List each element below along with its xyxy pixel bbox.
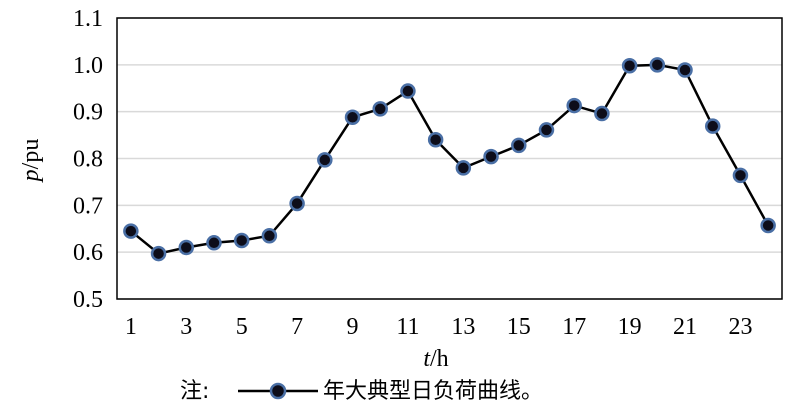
- y-axis-label-var: p: [18, 169, 44, 183]
- x-axis-label-var: t: [423, 346, 431, 372]
- x-tick-label: 23: [728, 314, 752, 340]
- x-tick-label: 15: [507, 314, 531, 340]
- x-tick-label: 17: [562, 314, 586, 340]
- data-point: [566, 97, 582, 114]
- data-point: [261, 228, 278, 244]
- note-text: 年大典型日负荷曲线。: [323, 379, 543, 404]
- note-legend-marker: [269, 382, 287, 400]
- data-point: [233, 232, 250, 249]
- data-point: [732, 167, 749, 184]
- x-tick-label: 19: [618, 314, 642, 340]
- y-tick-label: 0.9: [73, 100, 103, 126]
- data-point: [178, 239, 195, 256]
- data-point: [372, 101, 388, 117]
- chart-note: 注: 年大典型日负荷曲线。: [180, 379, 543, 404]
- data-point: [206, 235, 222, 251]
- y-axis-label-unit: /pu: [18, 139, 44, 170]
- data-point: [760, 217, 776, 234]
- data-point: [455, 160, 472, 176]
- x-tick-label: 21: [673, 314, 697, 340]
- y-axis-ticks: 0.5 0.6 0.7 0.8 0.9 1.0 1.1: [73, 6, 103, 313]
- y-tick-label: 0.8: [73, 147, 103, 173]
- note-prefix: 注:: [180, 379, 209, 404]
- data-point: [317, 152, 333, 168]
- series-markers: [123, 57, 776, 262]
- data-point: [621, 58, 638, 74]
- x-axis-label: t/h: [423, 346, 448, 372]
- data-point: [649, 57, 666, 73]
- y-axis-label: p/pu: [18, 139, 44, 184]
- x-tick-label: 5: [236, 314, 248, 340]
- x-tick-label: 7: [291, 314, 303, 340]
- x-tick-label: 9: [347, 314, 359, 340]
- y-tick-label: 0.5: [73, 287, 103, 313]
- gridlines: [117, 17, 782, 300]
- y-tick-label: 0.6: [73, 240, 103, 266]
- data-point: [594, 105, 610, 122]
- x-tick-label: 3: [180, 314, 192, 340]
- data-point: [344, 109, 361, 126]
- x-tick-label: 1: [125, 314, 137, 340]
- data-point: [400, 83, 416, 99]
- y-tick-label: 0.7: [73, 193, 103, 219]
- x-axis-label-unit: /h: [430, 346, 449, 372]
- y-tick-label: 1.1: [73, 6, 103, 32]
- data-point: [427, 132, 444, 148]
- plot-area-frame: [116, 17, 783, 300]
- data-point: [538, 122, 555, 138]
- data-point: [511, 137, 527, 154]
- x-tick-label: 11: [396, 314, 419, 340]
- x-tick-label: 13: [451, 314, 475, 340]
- data-point: [289, 195, 305, 212]
- x-axis-ticks: 1 3 5 7 9 11 13 15 17 19 21 23: [125, 314, 753, 340]
- data-point: [150, 245, 167, 262]
- y-tick-label: 1.0: [73, 53, 103, 79]
- data-point: [677, 62, 693, 78]
- data-point: [483, 148, 499, 165]
- data-point: [123, 223, 139, 239]
- data-point: [704, 118, 721, 134]
